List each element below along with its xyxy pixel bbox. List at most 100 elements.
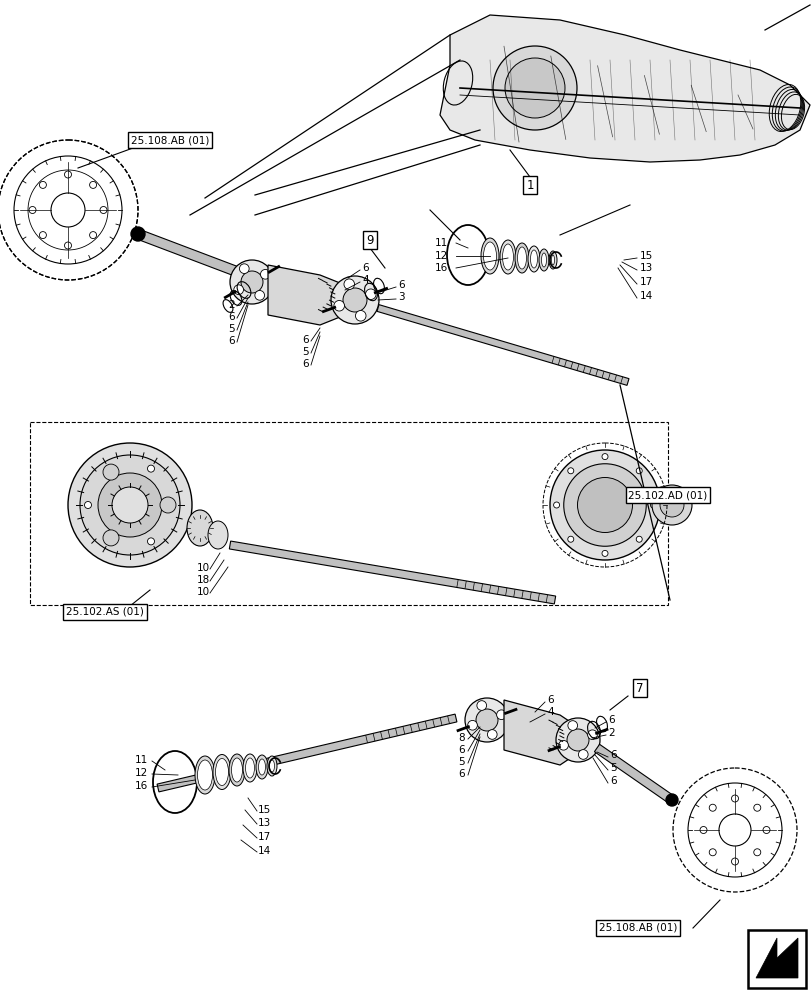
Circle shape	[148, 538, 154, 545]
Circle shape	[731, 858, 737, 865]
Text: 6: 6	[397, 280, 404, 290]
Text: 10: 10	[197, 587, 210, 597]
Circle shape	[169, 502, 175, 508]
Circle shape	[234, 285, 243, 295]
Ellipse shape	[551, 255, 554, 265]
Circle shape	[708, 804, 715, 811]
Circle shape	[567, 536, 573, 542]
Circle shape	[241, 271, 263, 293]
Text: 6: 6	[362, 263, 368, 273]
Circle shape	[475, 709, 497, 731]
Ellipse shape	[527, 246, 539, 272]
Circle shape	[601, 454, 607, 460]
Text: 11: 11	[135, 755, 148, 765]
Circle shape	[636, 468, 642, 474]
Ellipse shape	[231, 758, 242, 782]
Ellipse shape	[541, 253, 546, 267]
Circle shape	[567, 468, 573, 474]
Ellipse shape	[517, 247, 526, 269]
Text: 6: 6	[607, 715, 614, 725]
Ellipse shape	[480, 238, 499, 274]
Polygon shape	[594, 744, 674, 804]
Circle shape	[492, 46, 577, 130]
Circle shape	[365, 289, 375, 300]
Circle shape	[708, 849, 715, 856]
Text: 6: 6	[609, 750, 616, 760]
Circle shape	[148, 465, 154, 472]
Circle shape	[331, 276, 379, 324]
Polygon shape	[268, 265, 345, 325]
Circle shape	[496, 710, 506, 720]
Text: 9: 9	[366, 233, 373, 246]
Circle shape	[465, 698, 508, 742]
Circle shape	[105, 465, 113, 472]
Text: 6: 6	[228, 336, 234, 346]
Text: 6: 6	[228, 312, 234, 322]
Polygon shape	[229, 541, 555, 604]
Text: 12: 12	[434, 251, 448, 261]
Text: 4: 4	[362, 275, 368, 285]
Circle shape	[558, 740, 568, 750]
Text: 6: 6	[609, 776, 616, 786]
Circle shape	[84, 502, 92, 508]
Polygon shape	[504, 700, 574, 765]
Ellipse shape	[215, 758, 228, 785]
Ellipse shape	[255, 755, 268, 779]
Circle shape	[103, 464, 119, 480]
Text: 5: 5	[302, 347, 308, 357]
Text: 25.102.AS (01): 25.102.AS (01)	[66, 607, 144, 617]
Circle shape	[665, 794, 677, 806]
Text: 1: 1	[526, 179, 533, 192]
Circle shape	[563, 464, 646, 546]
Text: 14: 14	[639, 291, 652, 301]
Circle shape	[753, 849, 760, 856]
Circle shape	[112, 487, 148, 523]
Circle shape	[650, 502, 655, 508]
Circle shape	[659, 493, 683, 517]
Circle shape	[80, 455, 180, 555]
Circle shape	[40, 232, 46, 239]
Polygon shape	[440, 15, 809, 162]
Text: 5: 5	[457, 757, 464, 767]
Circle shape	[467, 720, 477, 730]
Polygon shape	[157, 714, 457, 792]
Text: 16: 16	[434, 263, 448, 273]
Circle shape	[103, 530, 119, 546]
Text: 25.108.AB (01): 25.108.AB (01)	[598, 923, 676, 933]
Text: 25.108.AB (01): 25.108.AB (01)	[131, 135, 209, 145]
Text: 7: 7	[636, 682, 643, 694]
Circle shape	[556, 718, 599, 762]
Text: 6: 6	[457, 745, 464, 755]
Circle shape	[487, 730, 496, 739]
Text: 13: 13	[639, 263, 652, 273]
Text: 10: 10	[197, 563, 210, 573]
Text: 6: 6	[302, 335, 308, 345]
Circle shape	[89, 232, 97, 239]
Ellipse shape	[258, 759, 265, 775]
Circle shape	[131, 227, 145, 241]
Ellipse shape	[187, 510, 212, 546]
Circle shape	[29, 207, 36, 214]
Ellipse shape	[269, 760, 274, 772]
Ellipse shape	[208, 521, 228, 549]
Circle shape	[549, 450, 659, 560]
Text: 5: 5	[609, 763, 616, 773]
Text: 2: 2	[228, 300, 234, 310]
Circle shape	[636, 536, 642, 542]
Polygon shape	[133, 228, 239, 277]
Circle shape	[98, 473, 162, 537]
Circle shape	[160, 497, 176, 513]
Circle shape	[260, 269, 270, 279]
Circle shape	[333, 300, 344, 311]
Text: 17: 17	[639, 277, 652, 287]
Circle shape	[64, 171, 71, 178]
Ellipse shape	[539, 249, 548, 271]
Circle shape	[64, 242, 71, 249]
Circle shape	[476, 701, 486, 710]
Ellipse shape	[514, 243, 528, 273]
Circle shape	[651, 485, 691, 525]
Ellipse shape	[267, 756, 277, 776]
Ellipse shape	[212, 754, 230, 789]
Circle shape	[230, 260, 273, 304]
Ellipse shape	[195, 756, 215, 794]
